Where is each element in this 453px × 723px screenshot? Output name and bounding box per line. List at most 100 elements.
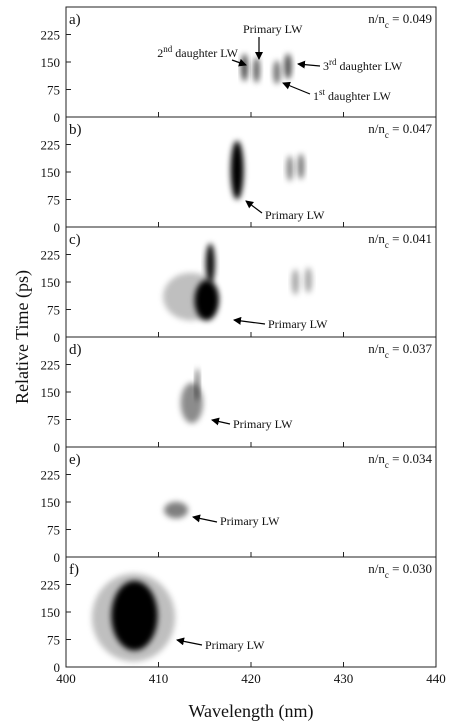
density-label: n/nc = 0.034	[368, 451, 432, 470]
panel-frame	[65, 336, 437, 448]
streak-spot	[164, 501, 189, 519]
density-label-part: n/n	[368, 341, 385, 356]
annotation-arrow	[233, 316, 266, 325]
panel-frame	[65, 116, 437, 228]
streak-spot	[194, 280, 219, 321]
y-axis-label: Relative Time (ps)	[12, 270, 33, 404]
annotation-part: 2	[157, 46, 163, 60]
y-tick-label: 0	[54, 330, 61, 345]
y-tick-label: 0	[54, 550, 61, 565]
y-tick-label: 0	[54, 220, 61, 235]
annotation-part: Primary LW	[265, 208, 325, 222]
annotation-arrow	[297, 60, 321, 69]
density-label-part: = 0.037	[389, 341, 433, 356]
streak-spot	[291, 269, 300, 295]
density-label-part: n/n	[368, 561, 385, 576]
annotation-arrow	[231, 58, 247, 67]
annotation: Primary LW	[265, 208, 325, 222]
panel-label: c)	[69, 232, 81, 248]
annotation: 2nd daughter LW	[157, 44, 238, 60]
streak-image	[180, 368, 203, 424]
y-tick-label: 150	[41, 165, 61, 180]
annotation-part: Primary LW	[220, 514, 280, 528]
density-label-part: c	[385, 570, 389, 580]
density-label-part: n/n	[368, 11, 385, 26]
x-tick-label: 430	[334, 671, 354, 686]
y-tick-label: 150	[41, 55, 61, 70]
y-tick-label: 0	[54, 440, 61, 455]
y-tick-label: 75	[47, 633, 60, 648]
y-tick-label: 225	[41, 358, 61, 373]
density-label: n/nc = 0.049	[368, 11, 432, 30]
annotation: Primary LW	[205, 638, 265, 652]
annotation-part: Primary LW	[233, 417, 293, 431]
y-tick-label: 75	[47, 413, 60, 428]
streak-image	[164, 501, 189, 519]
streak-spot	[304, 267, 313, 293]
y-tick-label: 0	[54, 110, 61, 125]
y-tick-label: 225	[41, 248, 61, 263]
streak-spot	[180, 382, 203, 424]
annotation-arrow	[192, 514, 218, 523]
density-label-part: n/n	[368, 231, 385, 246]
x-tick-label: 420	[241, 671, 261, 686]
x-tick-label: 440	[426, 671, 446, 686]
streak-spot	[205, 243, 215, 284]
streak-image	[163, 243, 313, 321]
annotation-part: Primary LW	[268, 317, 328, 331]
panel-label: b)	[69, 122, 82, 138]
x-axis-label: Wavelength (nm)	[188, 701, 313, 722]
density-label: n/nc = 0.041	[368, 231, 432, 250]
annotation-arrow	[211, 417, 231, 426]
density-label-part: c	[385, 130, 389, 140]
y-tick-label: 75	[47, 83, 60, 98]
annotation-part: nd	[163, 44, 173, 54]
density-label: n/nc = 0.047	[368, 121, 432, 140]
streak-spot	[286, 155, 294, 182]
streak-image	[91, 573, 176, 662]
streak-spot	[111, 580, 158, 651]
density-label-part: = 0.047	[389, 121, 433, 136]
panel-label: a)	[69, 12, 81, 28]
annotation: 3rd daughter LW	[323, 57, 403, 73]
x-tick-label: 410	[149, 671, 169, 686]
streak-spot	[273, 60, 281, 85]
streak-spot	[253, 57, 260, 83]
annotation: 1st daughter LW	[313, 87, 391, 103]
y-tick-label: 75	[47, 193, 60, 208]
streak-image	[230, 140, 305, 200]
annotation: Primary LW	[268, 317, 328, 331]
annotation: Primary LW	[220, 514, 280, 528]
density-label-part: c	[385, 240, 389, 250]
annotation: Primary LW	[233, 417, 293, 431]
density-label: n/nc = 0.030	[368, 561, 432, 580]
panel-label: e)	[69, 452, 81, 468]
y-tick-label: 225	[41, 468, 61, 483]
annotation-part: st	[319, 87, 326, 97]
annotation-arrow	[245, 200, 263, 214]
density-label-part: c	[385, 350, 389, 360]
annotation-part: rd	[329, 57, 337, 67]
streak-spot	[241, 53, 248, 82]
panel-frame	[65, 6, 437, 118]
panel-label: f)	[69, 562, 79, 578]
y-tick-label: 225	[41, 28, 61, 43]
annotation-part: daughter LW	[325, 89, 391, 103]
density-label-part: = 0.030	[389, 561, 432, 576]
annotation: Primary LW	[243, 22, 303, 36]
y-tick-label: 225	[41, 138, 61, 153]
y-tick-label: 150	[41, 275, 61, 290]
streak-spot	[284, 53, 292, 80]
density-label-part: = 0.041	[389, 231, 432, 246]
annotation-part: Primary LW	[205, 638, 265, 652]
density-label-part: c	[385, 20, 389, 30]
annotation-part: 3	[323, 59, 329, 73]
annotation-part: 1	[313, 89, 319, 103]
x-tick-label: 400	[56, 671, 76, 686]
density-label-part: = 0.049	[389, 11, 432, 26]
density-label-part: c	[385, 460, 389, 470]
y-tick-label: 75	[47, 303, 60, 318]
y-tick-label: 150	[41, 495, 61, 510]
annotation-part: daughter LW	[172, 46, 238, 60]
